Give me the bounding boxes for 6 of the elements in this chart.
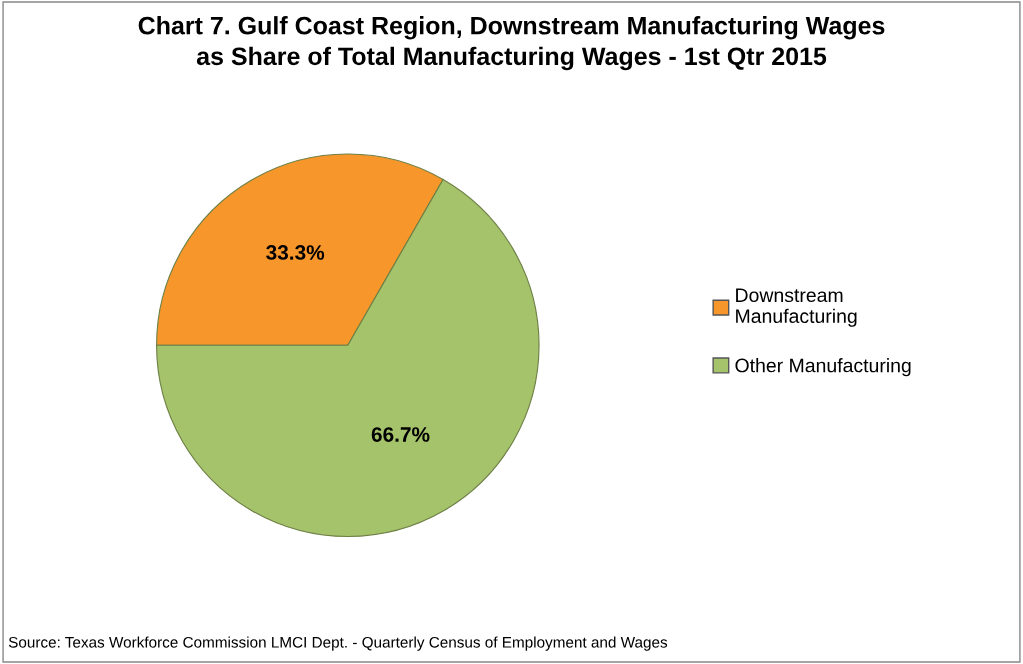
chart-title: Chart 7. Gulf Coast Region, Downstream Manufacturing Wages as Share of Total Manufacturing Wages - 1st Qtr 2015 [138,16,885,71]
legend-label: Downstream Manufacturing [736,288,857,327]
legend-label: Other Manufacturing [735,358,911,377]
data-label: 66.7% [371,427,430,442]
source-note: Source: Texas Workforce Commission LMCI Dept. - Quarterly Census of Employment and Wages [8,636,668,651]
data-label: 33.3% [266,245,325,260]
